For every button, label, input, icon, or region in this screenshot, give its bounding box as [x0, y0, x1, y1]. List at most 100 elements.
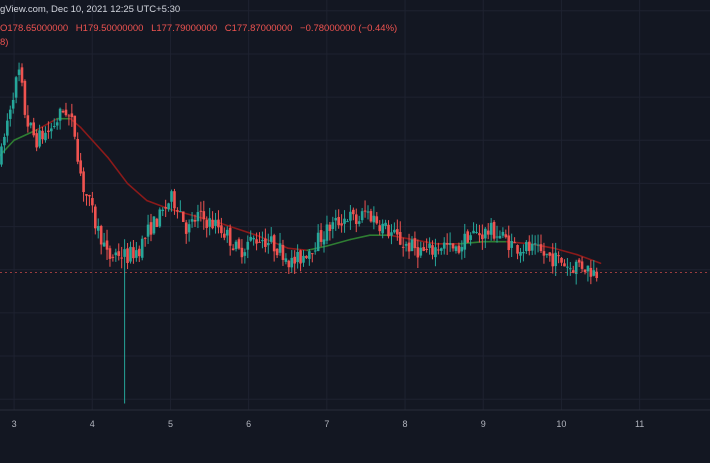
candle-body — [460, 247, 464, 252]
candle-body — [269, 236, 273, 242]
candle-body — [513, 242, 516, 244]
candle-body — [419, 247, 423, 256]
candle-body — [143, 237, 147, 239]
candle-body — [23, 80, 27, 115]
candle-body — [93, 206, 97, 229]
moving-average-segment — [552, 247, 578, 256]
candle-body — [396, 229, 399, 235]
x-tick-label: 10 — [556, 419, 566, 429]
candle-body — [164, 207, 167, 209]
candle-body — [369, 211, 373, 222]
moving-average-segment — [91, 139, 109, 159]
candle-body — [478, 233, 481, 236]
candle-body — [281, 244, 285, 260]
candle-body — [111, 256, 115, 258]
candle-body — [220, 225, 223, 234]
candle-body — [554, 252, 557, 267]
candle-body — [137, 248, 141, 257]
candle-body — [542, 251, 546, 256]
candle-body — [516, 245, 519, 254]
candle-body — [190, 219, 194, 222]
moving-average-segment — [79, 126, 94, 142]
candle-body — [557, 255, 560, 257]
candle-body — [416, 247, 420, 258]
candle-body — [463, 233, 467, 250]
candle-body — [67, 115, 71, 117]
candle-body — [293, 256, 296, 264]
candle-body — [425, 248, 428, 250]
candle-body — [29, 122, 33, 126]
candle-body — [255, 239, 258, 244]
candle-body — [495, 236, 499, 238]
candle-body — [38, 130, 41, 147]
candle-body — [102, 242, 106, 247]
candle-body — [170, 191, 173, 202]
candle-body — [533, 243, 537, 245]
candle-body — [290, 257, 294, 268]
x-tick-label: 9 — [481, 419, 486, 429]
candle-body — [571, 270, 575, 273]
x-tick-label: 5 — [168, 419, 173, 429]
candle-body — [88, 195, 91, 197]
candle-body — [442, 242, 446, 249]
candle-body — [340, 223, 343, 226]
candle-body — [302, 255, 305, 263]
candle-body — [595, 271, 599, 279]
candle-body — [52, 126, 56, 128]
candle-body — [393, 229, 396, 233]
candle-body — [507, 235, 511, 251]
candle-body — [574, 261, 578, 275]
x-tick-label: 4 — [90, 419, 95, 429]
candle-body — [577, 259, 581, 263]
moving-average-segment — [326, 238, 352, 247]
candle-body — [551, 253, 555, 267]
candle-body — [44, 132, 47, 141]
candle-body — [431, 245, 434, 255]
candle-body — [445, 242, 449, 245]
candle-body — [337, 216, 340, 226]
candle-body — [387, 224, 390, 237]
candle-body — [217, 219, 220, 228]
candle-body — [501, 231, 505, 236]
ohlc-high: H179.50000000 — [75, 23, 144, 34]
candle-body — [489, 222, 493, 235]
candle-body — [422, 247, 426, 251]
candle-body — [354, 214, 358, 224]
candle-body — [325, 224, 329, 241]
candle-body — [117, 251, 121, 256]
candle-body — [530, 243, 534, 251]
candle-body — [322, 239, 326, 245]
chart-source-timestamp: gView.com, Dec 10, 2021 12:25 UTC+5:30 — [0, 4, 181, 15]
x-tick-label: 7 — [324, 419, 329, 429]
candle-body — [3, 137, 6, 146]
candle-body — [155, 218, 159, 228]
candle-body — [96, 225, 100, 231]
candle-body — [346, 221, 349, 223]
x-tick-label: 3 — [12, 419, 17, 429]
candle-body — [525, 241, 528, 252]
candle-body — [284, 258, 288, 262]
moving-average-segment — [216, 221, 238, 230]
candle-body — [99, 225, 103, 245]
candle-body — [181, 211, 185, 222]
candle-body — [161, 209, 165, 212]
candle-body — [223, 233, 226, 238]
candle-body — [310, 253, 314, 255]
candle-body — [108, 248, 112, 259]
candle-body — [267, 243, 270, 246]
candle-body — [398, 232, 402, 245]
candle-body — [272, 235, 276, 252]
ohlc-close: C177.87000000 — [224, 23, 293, 34]
candle-body — [536, 244, 540, 246]
candle-body — [548, 252, 552, 256]
x-tick-label: 11 — [635, 419, 644, 429]
candle-body — [360, 211, 364, 221]
candle-body — [26, 115, 30, 127]
candle-body — [187, 224, 191, 233]
candle-body — [319, 230, 323, 242]
candle-body — [258, 241, 261, 243]
candle-body — [486, 230, 490, 235]
